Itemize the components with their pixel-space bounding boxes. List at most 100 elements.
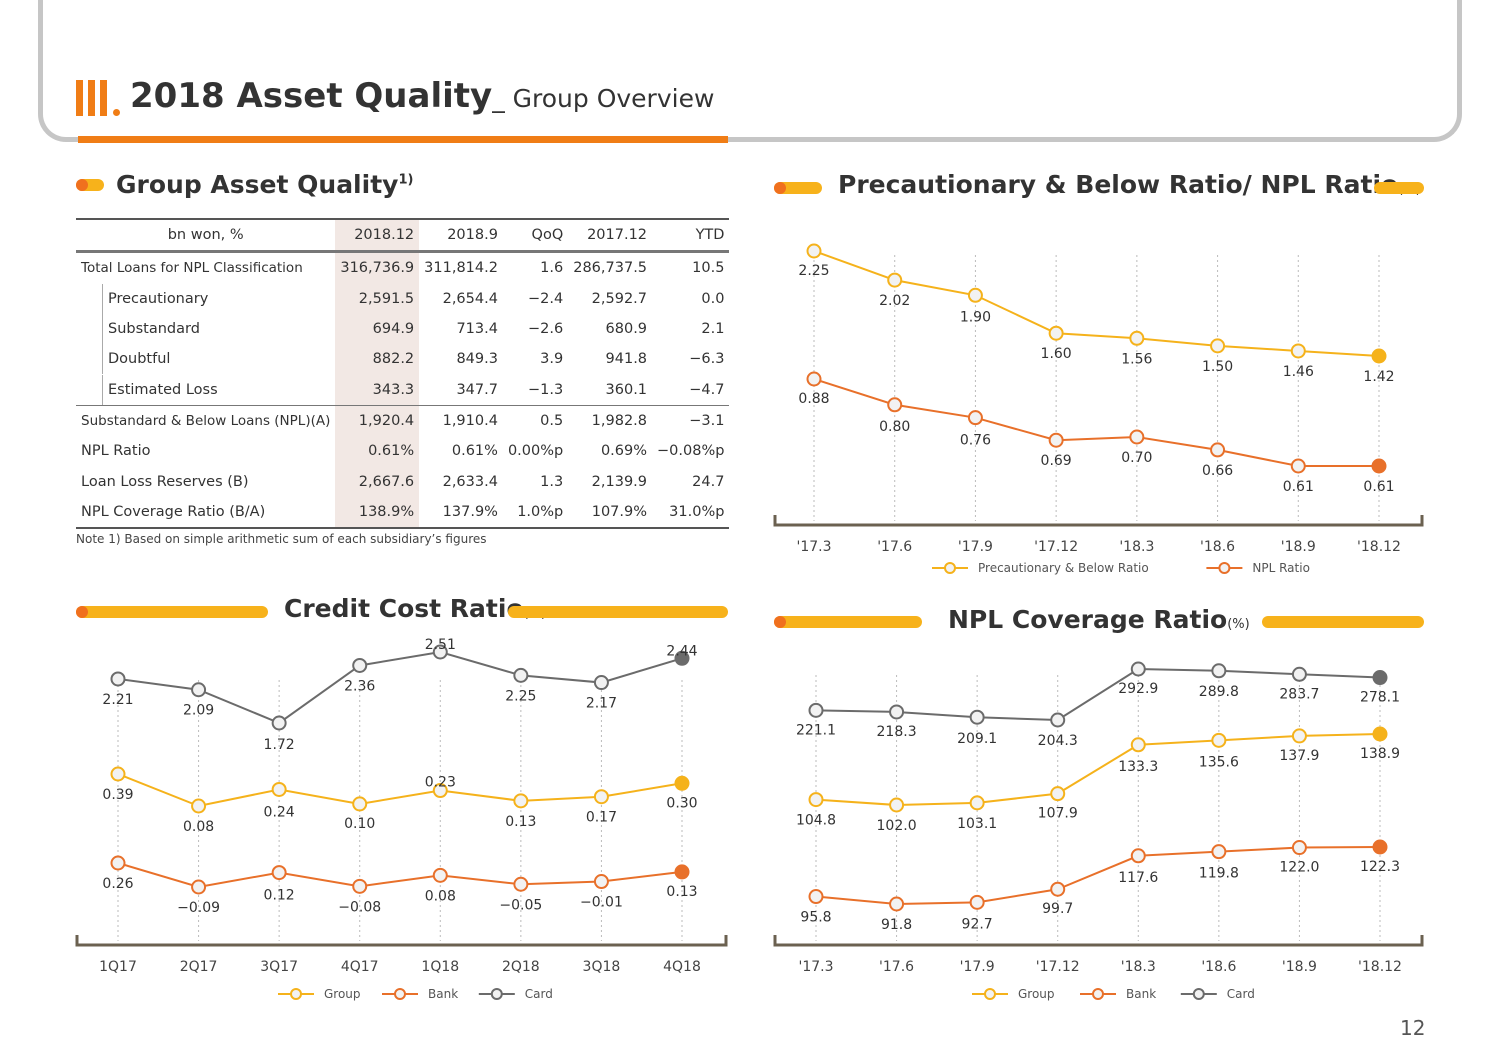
series-line (117, 773, 683, 808)
section-pill-decor (1262, 616, 1424, 628)
legend-marker (490, 988, 503, 1000)
data-label: 102.0 (877, 818, 917, 834)
x-tick-label: '17.6 (877, 539, 912, 555)
x-tick-label: 4Q17 (341, 959, 379, 975)
data-label: 0.13 (666, 884, 697, 900)
table-cell: 0.5 (502, 404, 569, 437)
legend-marker (290, 988, 302, 1000)
table-cell: 347.7 (456, 381, 498, 398)
x-tick-label: 3Q18 (583, 959, 621, 975)
table-cell: 713.4 (456, 321, 498, 338)
row-label: Loan Loss Reserves (B) (81, 473, 249, 490)
data-point (110, 671, 126, 687)
table-cell: −6.3 (689, 351, 725, 368)
data-label: 122.3 (1360, 859, 1400, 875)
table-cell: 1.6 (540, 260, 564, 277)
table-cell: 1,982.8 (568, 404, 653, 437)
data-point (191, 879, 207, 895)
x-axis-bracket (773, 935, 1424, 947)
data-label: 2.25 (505, 688, 536, 704)
table-cell: 10.5 (692, 260, 725, 277)
data-point (352, 657, 368, 673)
row-label: NPL Ratio (81, 443, 151, 460)
data-label: 278.1 (1360, 690, 1400, 706)
data-point (1290, 343, 1306, 359)
legend-marker (1218, 562, 1231, 574)
row-label: Substandard & Below Loans (NPL)(A) (76, 404, 336, 437)
data-label: 0.80 (879, 419, 910, 435)
table-row: Doubtful 882.2 849.3 3.9 941.8 −6.3 (76, 344, 729, 375)
data-label: −0.09 (177, 900, 220, 916)
data-point (887, 272, 903, 288)
data-point (1371, 458, 1387, 474)
x-tick-label: '18.9 (1282, 959, 1317, 975)
data-label: 138.9 (1360, 746, 1400, 762)
table-row: NPL Ratio 0.61% 0.61% 0.00%p 0.69% −0.08%p (76, 436, 729, 467)
data-point (808, 702, 824, 718)
data-point (1050, 881, 1066, 897)
data-point (1130, 737, 1146, 753)
data-point (674, 775, 690, 791)
legend-marker (944, 562, 956, 574)
row-label: NPL Coverage Ratio (B/A) (76, 496, 336, 529)
data-point (1050, 786, 1066, 802)
data-point (110, 766, 126, 782)
data-label: 1.90 (960, 309, 991, 325)
data-label: 0.39 (102, 787, 133, 803)
chart-unit: (%) (1227, 617, 1250, 632)
table-row: Substandard & Below Loans (NPL)(A) 1,920.… (76, 404, 730, 437)
table-cell: 107.9% (568, 496, 653, 529)
series-line (815, 667, 1381, 722)
x-tick-label: '17.3 (796, 539, 831, 555)
data-label: 119.8 (1199, 866, 1239, 882)
table-row: Substandard 694.9 713.4 −2.6 680.9 2.1 (76, 313, 729, 345)
credit-cost-title: Credit Cost Ratio(%) (284, 594, 546, 623)
table-cell: −0.08%p (657, 443, 725, 460)
table-cell: 2,591.5 (335, 283, 420, 314)
data-point (1291, 666, 1307, 682)
series-line (815, 733, 1381, 807)
data-point (191, 798, 207, 814)
series-line (117, 650, 683, 725)
data-point (1211, 663, 1227, 679)
table-row: Precautionary 2,591.5 2,654.4 −2.4 2,592.7 0.… (76, 283, 729, 314)
data-point (887, 397, 903, 413)
table-cell: 31.0%p (652, 496, 730, 529)
data-label: 0.76 (960, 433, 991, 449)
data-label: 218.3 (877, 724, 917, 740)
data-point (352, 878, 368, 894)
table-cell: 316,736.9 (335, 251, 420, 284)
precautionary-npl-title: Precautionary & Below Ratio/ NPL Ratio(%… (838, 170, 1421, 199)
data-point (1050, 712, 1066, 728)
table-header-cell: 2018.9 (419, 218, 503, 254)
legend-label: Precautionary & Below Ratio (978, 561, 1149, 575)
footnote-mark: 1) (398, 172, 414, 188)
data-label: 99.7 (1042, 901, 1073, 917)
x-tick-label: 1Q18 (421, 959, 459, 975)
legend-marker (984, 988, 996, 1000)
data-label: 2.21 (102, 692, 133, 708)
data-label: 103.1 (957, 816, 997, 832)
data-point (969, 894, 985, 910)
series-line (813, 250, 1380, 357)
table-cell: 360.1 (605, 381, 648, 398)
data-point (967, 287, 983, 303)
data-label: 92.7 (962, 916, 993, 932)
table-cell: 849.3 (456, 351, 498, 368)
data-point (889, 797, 905, 813)
npl-coverage-title: NPL Coverage Ratio(%) (948, 605, 1250, 634)
data-point (969, 709, 985, 725)
table-cell: 2,633.4 (442, 473, 498, 490)
data-point (889, 704, 905, 720)
data-label: 292.9 (1118, 681, 1158, 697)
data-label: 0.12 (264, 888, 295, 904)
data-label: 107.9 (1038, 806, 1078, 822)
series-line (815, 846, 1381, 906)
data-label: 0.17 (586, 810, 617, 826)
data-label: 0.30 (666, 795, 697, 811)
data-point (1130, 848, 1146, 864)
table-cell: 24.7 (692, 473, 725, 490)
data-point (1371, 348, 1387, 364)
data-point (352, 796, 368, 812)
table-cell: 1.0%p (502, 496, 569, 529)
